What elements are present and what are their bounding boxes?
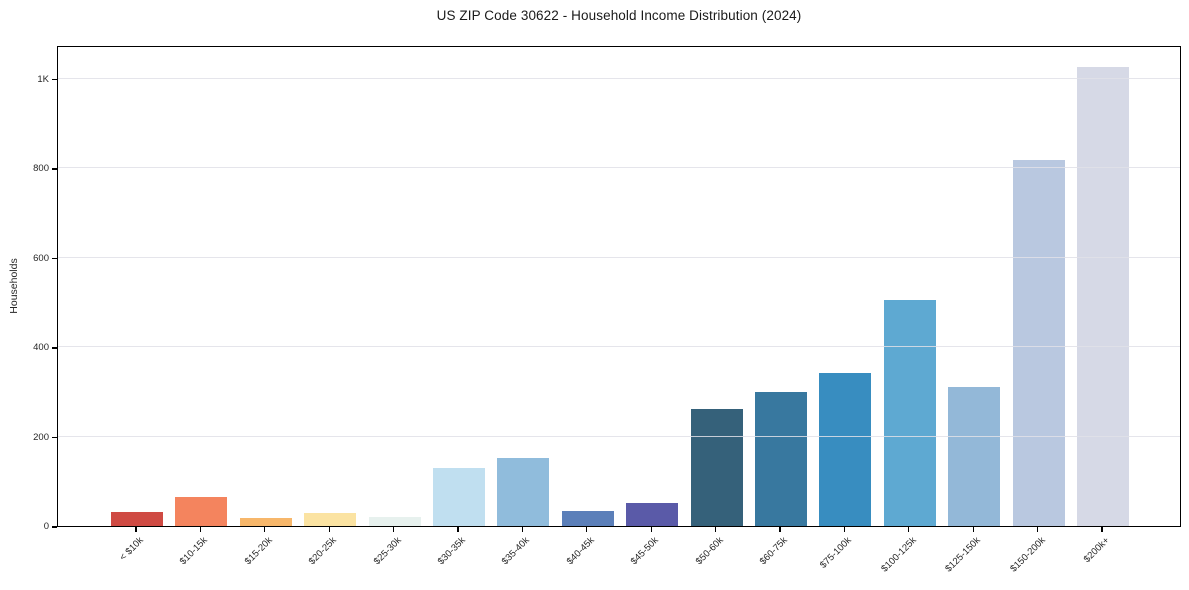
y-tick-label: 600 xyxy=(33,252,49,264)
x-tick-mark xyxy=(972,527,974,532)
y-tick-mark xyxy=(52,78,57,81)
x-tick-mark xyxy=(843,527,845,532)
gridline-1K xyxy=(58,77,1180,79)
bar-$200k+ xyxy=(1077,67,1129,526)
x-tick-mark xyxy=(715,527,717,532)
bar-$35-40k xyxy=(497,458,550,526)
y-tick-mark xyxy=(52,436,57,439)
bar-$75-100k xyxy=(819,372,872,526)
x-tick-mark xyxy=(1101,527,1103,532)
x-tick-mark xyxy=(1037,527,1039,532)
y-tick-label: 400 xyxy=(33,342,49,354)
bar-$60-75k xyxy=(755,392,807,526)
bar-$10-15k xyxy=(175,497,228,526)
x-tick-mark xyxy=(908,527,910,532)
bar-$25-30k xyxy=(368,517,421,526)
x-tick-label: < $10k xyxy=(117,535,146,564)
bar-$20-25k xyxy=(304,513,357,526)
gridline-200 xyxy=(58,435,1180,437)
x-tick-mark xyxy=(779,527,781,532)
x-tick-mark xyxy=(521,527,523,532)
bar-$45-50k xyxy=(626,503,679,526)
x-tick-mark xyxy=(199,527,201,532)
x-tick-mark xyxy=(650,527,652,532)
y-tick-label: 0 xyxy=(43,521,49,532)
bar-< $10k xyxy=(111,511,163,526)
y-tick-label: 1K xyxy=(37,73,49,85)
x-tick-mark xyxy=(264,527,266,532)
bar-$40-45k xyxy=(561,510,614,526)
x-tick-mark xyxy=(586,527,588,532)
x-tick-mark xyxy=(328,527,330,532)
gridline-400 xyxy=(58,346,1180,348)
bar-$15-20k xyxy=(239,517,292,526)
bar-$30-35k xyxy=(433,467,485,526)
y-tick-mark xyxy=(52,257,57,260)
y-tick-label: 200 xyxy=(33,431,49,443)
y-axis-label: Households xyxy=(8,258,20,314)
y-tick-mark xyxy=(52,526,57,528)
x-tick-mark xyxy=(393,527,395,532)
plot-area xyxy=(57,46,1181,527)
x-tick-mark xyxy=(135,527,137,532)
bar-$150-200k xyxy=(1012,160,1065,526)
y-tick-mark xyxy=(52,168,57,170)
bar-$100-125k xyxy=(883,300,936,526)
bar-$50-60k xyxy=(690,409,743,526)
gridline-600 xyxy=(58,256,1180,258)
chart-title: US ZIP Code 30622 - Household Income Dis… xyxy=(436,8,802,23)
bar-$125-150k xyxy=(948,386,1001,526)
x-tick-mark xyxy=(457,527,459,532)
y-tick-mark xyxy=(52,347,57,349)
y-tick-label: 800 xyxy=(33,163,49,175)
gridline-800 xyxy=(58,167,1180,169)
